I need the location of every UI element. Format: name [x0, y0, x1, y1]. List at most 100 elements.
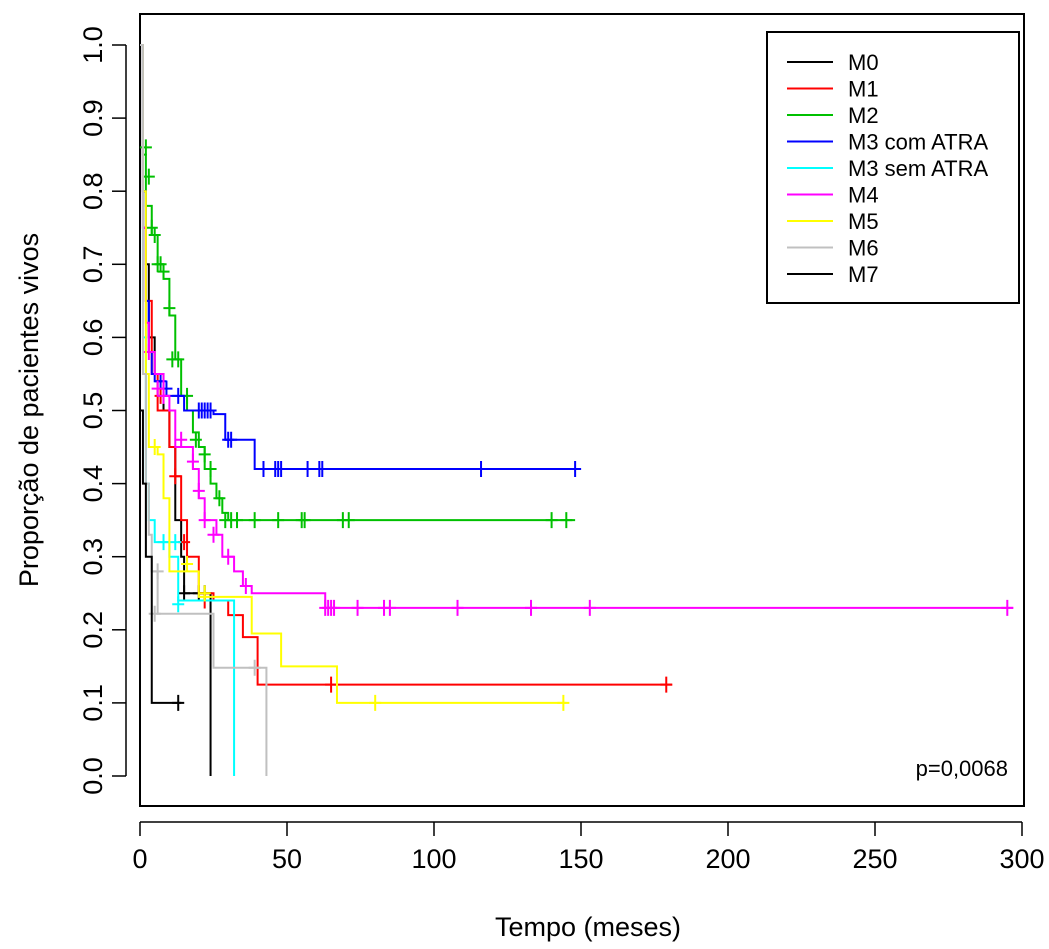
censor-mark: [222, 548, 235, 565]
y-tick-label: 0.6: [78, 319, 108, 357]
survival-curve: [140, 44, 581, 470]
series-m4: [140, 44, 1014, 616]
censor-mark: [325, 676, 338, 693]
legend-label: M1: [848, 77, 879, 102]
censor-mark: [207, 526, 220, 543]
censor-mark: [342, 512, 355, 529]
censor-mark: [660, 676, 673, 693]
y-tick-label: 0.1: [78, 684, 108, 722]
x-tick-label: 150: [558, 844, 603, 874]
y-tick-label: 0.3: [78, 538, 108, 576]
censor-mark: [545, 512, 558, 529]
censor-mark: [169, 468, 182, 485]
censor-mark: [157, 263, 170, 280]
censor-mark: [157, 387, 170, 404]
censor-mark: [139, 139, 152, 156]
censor-mark: [169, 534, 182, 551]
survival-curve: [140, 44, 268, 776]
censor-mark: [272, 512, 285, 529]
censor-mark: [569, 460, 582, 477]
censor-mark: [172, 387, 185, 404]
axes-layer: 0 50 100 150 200 250 300 0.0 0.1 0.2 0.3 0.4 0.5 0.6 0…: [78, 26, 1045, 874]
censor-mark: [231, 512, 244, 529]
legend-label: M3 com ATRA: [848, 130, 989, 155]
censor-mark: [351, 599, 364, 616]
y-tick-label: 0.7: [78, 246, 108, 284]
censor-mark: [172, 351, 185, 368]
censor-mark: [148, 227, 161, 244]
censor-mark: [178, 585, 191, 602]
censor-mark: [145, 219, 158, 236]
censor-mark: [204, 460, 217, 477]
series-m3-com-atra: [140, 44, 582, 477]
censor-mark: [198, 512, 211, 529]
censor-mark: [198, 585, 211, 602]
censor-mark: [301, 460, 314, 477]
y-axis-label: Proporção de pacientes vivos: [14, 233, 44, 587]
series-m6: [140, 44, 268, 776]
censor-mark: [154, 373, 167, 390]
series-m1: [140, 44, 673, 693]
y-tick-label: 0.5: [78, 392, 108, 430]
censor-mark: [369, 694, 382, 711]
survival-curve: [140, 44, 567, 704]
censor-mark: [275, 460, 288, 477]
censor-mark: [142, 168, 155, 185]
censor-mark: [248, 659, 261, 676]
censor-mark: [151, 563, 164, 580]
y-tick-label: 0.8: [78, 172, 108, 210]
censor-mark: [142, 344, 155, 361]
censor-mark: [148, 605, 161, 622]
x-tick-label: 50: [272, 844, 302, 874]
censor-mark: [560, 512, 573, 529]
censor-mark: [175, 431, 188, 448]
censor-mark: [148, 439, 161, 456]
censor-mark: [383, 599, 396, 616]
x-tick-label: 300: [999, 844, 1044, 874]
x-tick-label: 0: [132, 844, 147, 874]
legend-label: M2: [848, 103, 879, 128]
censor-mark: [1001, 599, 1014, 616]
censor-mark: [316, 460, 329, 477]
censor-mark: [248, 512, 261, 529]
x-axis-label: Tempo (meses): [495, 912, 681, 942]
censor-mark: [204, 402, 217, 419]
censor-mark: [154, 256, 167, 273]
censor-mark: [172, 694, 185, 711]
y-tick-label: 0.9: [78, 99, 108, 137]
censor-mark: [328, 599, 341, 616]
censor-mark: [157, 534, 170, 551]
legend-label: M6: [848, 236, 879, 261]
x-tick-label: 200: [705, 844, 750, 874]
censor-mark: [192, 482, 205, 499]
censor-mark: [225, 431, 238, 448]
y-tick-label: 1.0: [78, 26, 108, 64]
series-m7: [140, 409, 185, 711]
censor-mark: [257, 460, 270, 477]
series-m5: [140, 44, 570, 711]
series-m2: [139, 44, 576, 529]
y-tick-label: 0.2: [78, 611, 108, 649]
censor-mark: [163, 300, 176, 317]
p-value-annotation: p=0,0068: [916, 756, 1008, 781]
censor-mark: [239, 577, 252, 594]
censor-mark: [198, 446, 211, 463]
censor-mark: [557, 694, 570, 711]
censor-mark: [451, 599, 464, 616]
censor-mark: [151, 380, 164, 397]
legend-label: M0: [848, 50, 879, 75]
censor-mark: [525, 599, 538, 616]
legend-label: M4: [848, 183, 879, 208]
x-tick-label: 100: [411, 844, 456, 874]
legend-label: M7: [848, 262, 879, 287]
survival-curve: [140, 44, 673, 686]
censor-mark: [181, 556, 194, 573]
censor-mark: [475, 460, 488, 477]
censor-mark: [583, 599, 596, 616]
censor-mark: [189, 431, 202, 448]
y-tick-label: 0.0: [78, 757, 108, 795]
y-tick-label: 0.4: [78, 465, 108, 503]
legend-label: M5: [848, 209, 879, 234]
